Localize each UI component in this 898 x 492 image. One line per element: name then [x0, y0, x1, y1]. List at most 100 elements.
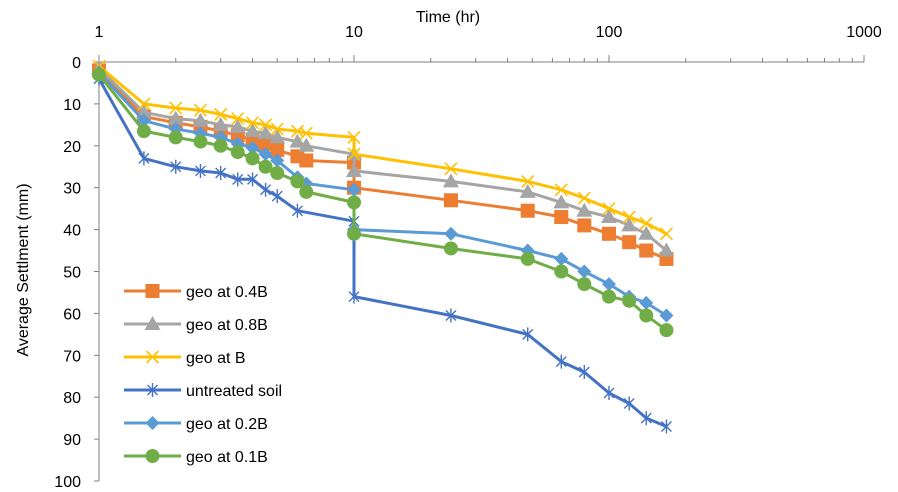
data-point	[520, 203, 535, 218]
y-tick-label: 60	[63, 306, 81, 323]
x-axis-title: Time (hr)	[416, 9, 480, 26]
data-point	[554, 183, 568, 197]
legend: geo at 0.4B geo at 0.8B geo at B untreated …	[124, 284, 282, 466]
data-point	[257, 125, 274, 140]
data-point	[245, 140, 260, 155]
data-point	[442, 173, 459, 188]
data-point	[271, 189, 283, 204]
data-point	[577, 277, 592, 292]
data-point	[290, 124, 304, 138]
legend-label: geo at 0.8B	[186, 317, 268, 334]
data-point	[258, 159, 273, 174]
data-point	[347, 182, 361, 197]
data-point	[348, 289, 360, 304]
data-point	[623, 396, 635, 411]
data-point	[136, 124, 151, 139]
data-point	[258, 147, 273, 162]
data-point	[92, 67, 106, 82]
data-point	[299, 126, 313, 140]
y-ticks: 0 10 20 30 40 50 60 70 80 90 100	[54, 55, 99, 491]
data-point	[443, 226, 458, 241]
data-point	[602, 289, 616, 304]
data-point	[639, 243, 654, 258]
data-point	[659, 227, 674, 241]
data-point	[443, 193, 458, 208]
data-point	[346, 162, 362, 177]
legend-swatch-marker	[145, 284, 160, 298]
series-layer	[91, 59, 675, 434]
data-point	[232, 172, 244, 187]
data-point	[270, 142, 285, 157]
data-point	[289, 133, 306, 148]
data-point	[270, 122, 284, 136]
data-point	[193, 103, 208, 117]
y-tick-label: 100	[54, 474, 81, 491]
data-point	[137, 97, 151, 111]
data-point	[621, 217, 638, 232]
legend-item: geo at 0.1B	[124, 449, 268, 466]
data-point	[638, 225, 655, 240]
data-point	[658, 242, 675, 257]
series-geo-at-0-1b	[92, 67, 674, 338]
data-point	[299, 184, 314, 199]
legend-item: geo at 0.8B	[124, 316, 268, 334]
data-point	[519, 183, 536, 198]
y-tick-label: 50	[63, 265, 81, 282]
legend-swatch-marker	[144, 316, 161, 330]
legend-label: geo at 0.4B	[186, 284, 268, 301]
data-point	[291, 203, 303, 218]
x-tick-label: 1000	[846, 24, 882, 41]
data-point	[230, 145, 245, 160]
y-tick-label: 10	[63, 97, 81, 114]
series-geo-at-b	[92, 59, 674, 241]
data-point	[520, 251, 535, 266]
data-point	[445, 308, 457, 323]
data-point	[603, 386, 615, 401]
data-point	[577, 264, 592, 279]
series-untreated-soil	[93, 71, 672, 434]
data-point	[247, 172, 259, 187]
data-point	[213, 138, 228, 153]
data-point	[169, 101, 183, 115]
data-point	[639, 308, 654, 323]
x-tick-label: 10	[345, 24, 363, 41]
data-point	[640, 411, 652, 426]
data-point	[244, 123, 261, 138]
data-point	[577, 191, 591, 205]
data-point	[578, 365, 590, 380]
data-point	[260, 182, 272, 197]
data-point	[555, 354, 567, 369]
y-tick-label: 20	[63, 139, 81, 156]
data-point	[554, 264, 569, 279]
data-point	[138, 151, 150, 166]
data-point	[193, 134, 208, 149]
data-point	[290, 174, 305, 189]
y-tick-label: 40	[63, 223, 81, 240]
data-point	[601, 209, 617, 224]
series-geo-at-0-8b	[91, 60, 675, 257]
legend-item: geo at 0.4B	[124, 284, 268, 301]
data-point	[245, 116, 260, 130]
legend-label: geo at 0.2B	[186, 416, 268, 433]
legend-label: geo at 0.1B	[186, 449, 268, 466]
data-point	[259, 118, 273, 132]
data-point	[299, 153, 314, 168]
data-point	[167, 110, 184, 125]
data-point	[553, 194, 570, 209]
data-point	[215, 166, 227, 181]
y-tick-label: 80	[63, 390, 81, 407]
y-tick-label: 30	[63, 181, 81, 198]
series-line	[97, 73, 668, 332]
data-point	[170, 159, 182, 174]
y-tick-label: 90	[63, 432, 81, 449]
x-minor-ticks	[175, 58, 853, 62]
data-point	[168, 130, 183, 145]
data-point	[622, 293, 637, 308]
data-point	[347, 147, 361, 161]
data-point	[212, 116, 229, 131]
data-point	[258, 136, 273, 151]
data-point	[660, 419, 672, 434]
data-point	[347, 226, 361, 241]
data-point	[576, 202, 593, 217]
legend-swatch-marker	[147, 383, 158, 397]
